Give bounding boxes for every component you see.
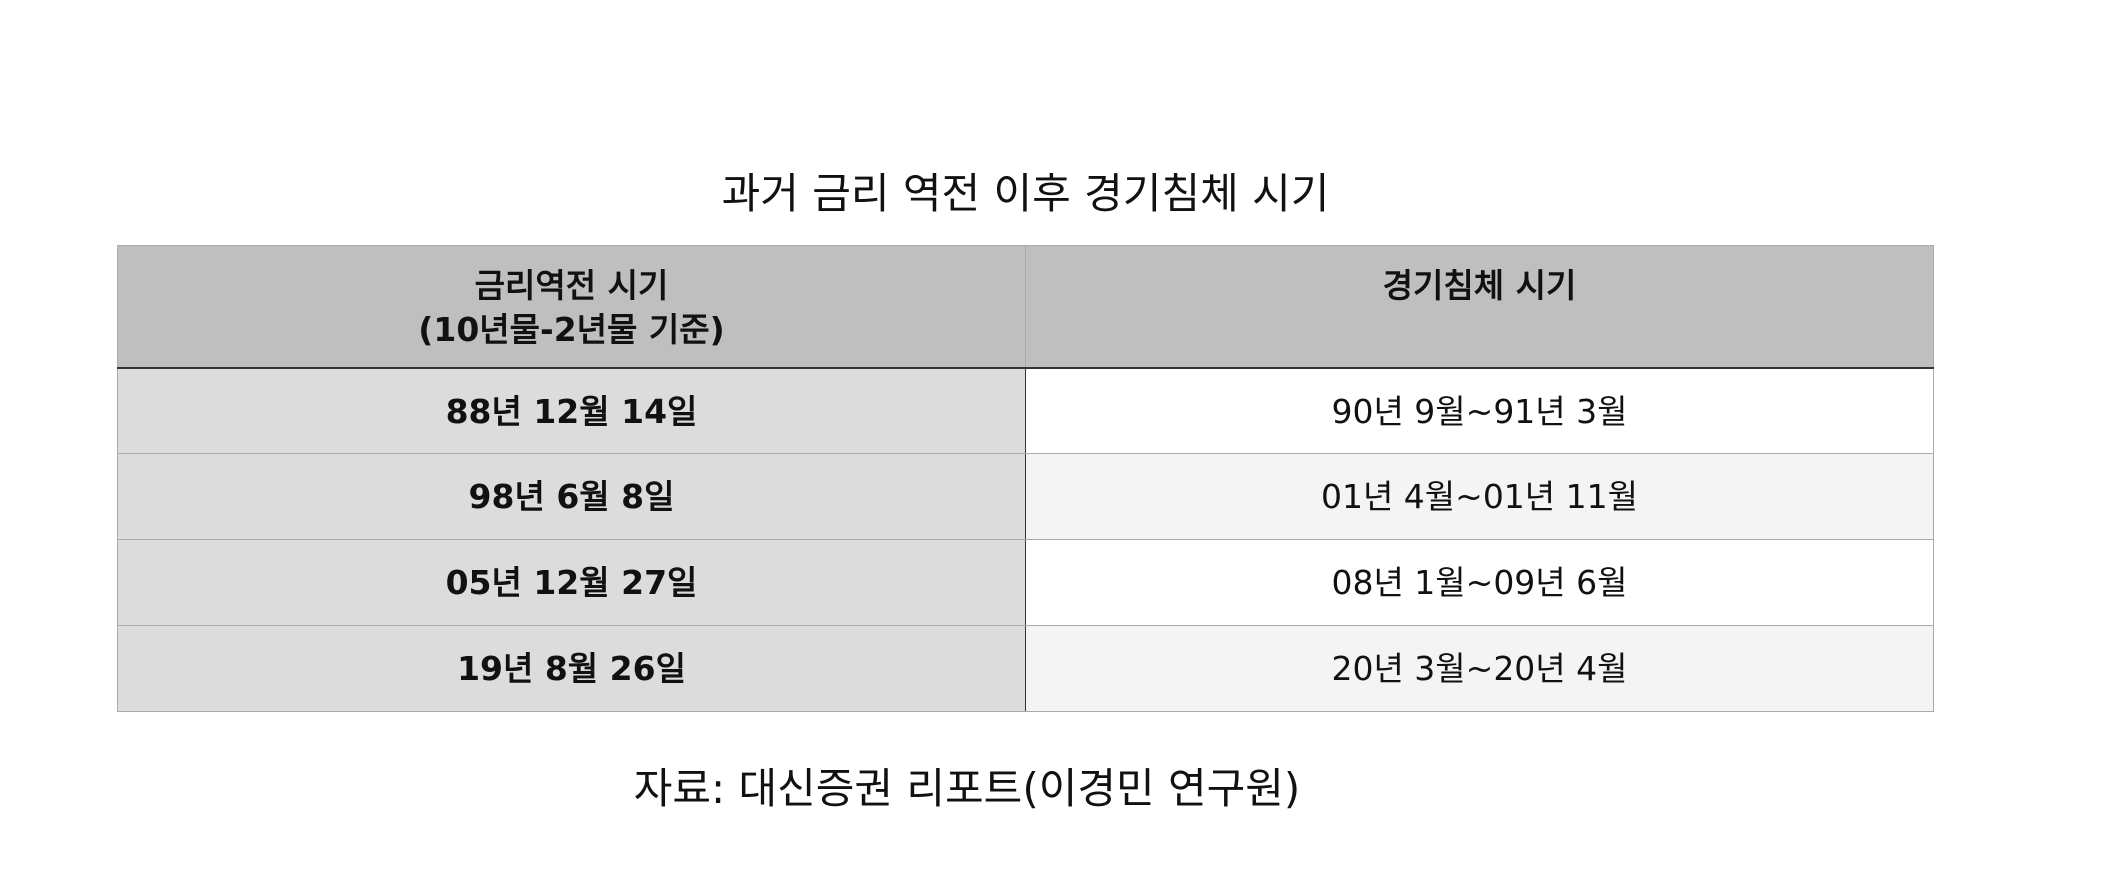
recession-table: 금리역전 시기 (10년물-2년물 기준) 경기침체 시기 88년 12월 14… — [117, 245, 1934, 712]
header-inversion-line1: 금리역전 시기 — [474, 266, 669, 305]
header-recession-label: 경기침체 시기 — [1382, 266, 1577, 305]
recession-period-cell: 90년 9월~91년 3월 — [1025, 367, 1934, 454]
recession-period-cell: 08년 1월~09년 6월 — [1025, 539, 1934, 626]
inversion-date-cell: 88년 12월 14일 — [117, 367, 1026, 454]
table-row: 98년 6월 8일 01년 4월~01년 11월 — [117, 453, 1934, 540]
inversion-date-cell: 98년 6월 8일 — [117, 453, 1026, 540]
header-recession-period: 경기침체 시기 — [1025, 245, 1934, 369]
source-note: 자료: 대신증권 리포트(이경민 연구원) — [633, 764, 1301, 813]
title-text: 과거 금리 역전 이후 경기침체 시기 — [721, 169, 1330, 218]
inversion-date-cell: 19년 8월 26일 — [117, 625, 1026, 712]
table-row: 88년 12월 14일 90년 9월~91년 3월 — [117, 367, 1934, 454]
table-row: 19년 8월 26일 20년 3월~20년 4월 — [117, 625, 1934, 712]
recession-period-cell: 01년 4월~01년 11월 — [1025, 453, 1934, 540]
inversion-date-cell: 05년 12월 27일 — [117, 539, 1026, 626]
recession-period-cell: 20년 3월~20년 4월 — [1025, 625, 1934, 712]
table-row: 05년 12월 27일 08년 1월~09년 6월 — [117, 539, 1934, 626]
header-row: 금리역전 시기 (10년물-2년물 기준) 경기침체 시기 — [117, 245, 1934, 369]
header-inversion-line2: (10년물-2년물 기준) — [418, 310, 725, 349]
header-inversion-period: 금리역전 시기 (10년물-2년물 기준) — [117, 245, 1026, 369]
table-title: 과거 금리 역전 이후 경기침체 시기 — [0, 160, 1934, 221]
